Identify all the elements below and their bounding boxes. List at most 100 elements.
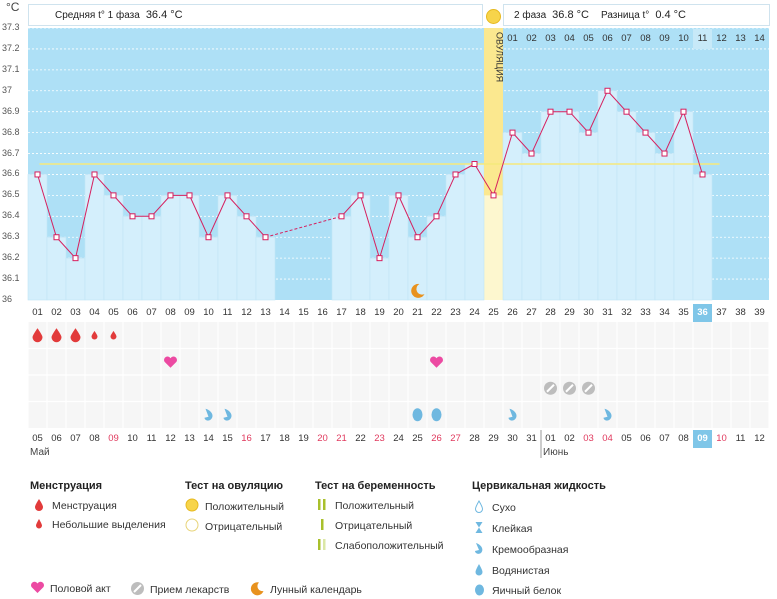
- y-tick-label: 36.7: [2, 147, 20, 158]
- cycle-day-label[interactable]: 19: [374, 307, 385, 318]
- legend-ovulation-positive: Положительный: [183, 498, 284, 515]
- y-axis-unit: °C: [6, 0, 20, 14]
- cycle-day-label[interactable]: 25: [488, 307, 499, 318]
- cycle-day-label[interactable]: 34: [659, 307, 670, 318]
- temperature-bar: [65, 257, 86, 301]
- cycle-day-label[interactable]: 23: [450, 307, 461, 318]
- phase2-day-label: 08: [640, 33, 651, 44]
- temperature-bar: [616, 111, 637, 301]
- temperature-line-segment: [417, 215, 437, 238]
- temperature-bar: [407, 236, 428, 301]
- temperature-point: [642, 129, 649, 136]
- cycle-day-label[interactable]: 12: [241, 307, 252, 318]
- temperature-line-segment: [626, 111, 646, 133]
- calendar-date-label: 09: [693, 430, 712, 448]
- cycle-day-label[interactable]: 16: [317, 307, 328, 318]
- temperature-line-segment: [208, 195, 228, 238]
- temperature-point: [205, 234, 212, 241]
- temperature-line-segment: [341, 195, 361, 217]
- temperature-bar: [369, 257, 390, 301]
- legend-menstruation-title: Менструация: [30, 480, 103, 492]
- cycle-day-label[interactable]: 27: [526, 307, 537, 318]
- temperature-line-segment: [455, 163, 475, 175]
- cycle-day-label[interactable]: 30: [583, 307, 594, 318]
- temperature-line-segment: [246, 215, 266, 238]
- sun-icon: [183, 498, 201, 515]
- cycle-day-label[interactable]: 39: [754, 307, 765, 318]
- temperature-line-segment: [37, 174, 57, 238]
- calendar-date-label: 11: [146, 433, 157, 444]
- cycle-day-label[interactable]: 36: [693, 304, 712, 322]
- temperature-bar: [559, 111, 580, 301]
- phase1-summary: Средняя t° 1 фаза 36.4 °C: [28, 4, 483, 26]
- y-tick-label: 37: [2, 84, 13, 95]
- cycle-day-label[interactable]: 06: [127, 307, 138, 318]
- calendar-date-label: 16: [241, 433, 252, 444]
- temperature-line-segment: [94, 174, 114, 196]
- calendar-date-label: 18: [279, 433, 290, 444]
- legend-text: Положительный: [335, 500, 415, 512]
- cycle-day-label[interactable]: 15: [298, 307, 309, 318]
- phase2-day-label: 04: [564, 33, 575, 44]
- temperature-point: [129, 213, 136, 220]
- temperature-line-segment: [645, 132, 665, 154]
- cycle-day-label[interactable]: 37: [716, 307, 727, 318]
- cycle-day-label[interactable]: 09: [184, 307, 195, 318]
- cycle-day-label[interactable]: 33: [640, 307, 651, 318]
- y-tick-label: 36.5: [2, 189, 20, 200]
- calendar-date-label: 05: [621, 433, 632, 444]
- legend-text: Кремообразная: [492, 544, 569, 556]
- temperature-bar: [521, 153, 542, 301]
- cycle-day-label[interactable]: 31: [602, 307, 613, 318]
- cycle-day-label[interactable]: 14: [279, 307, 290, 318]
- cycle-day-label[interactable]: 24: [469, 307, 480, 318]
- temperature-point: [110, 192, 117, 199]
- y-tick-label: 37.1: [2, 63, 20, 74]
- legend-text: Клейкая: [492, 523, 533, 535]
- phase2-day-label: 05: [583, 33, 594, 44]
- cycle-day-label[interactable]: 17: [336, 307, 347, 318]
- calendar-date-label: 04: [602, 433, 613, 444]
- cycle-day-label[interactable]: 10: [203, 307, 214, 318]
- egg-white-icon: [431, 408, 442, 422]
- cycle-day-label[interactable]: 28: [545, 307, 556, 318]
- calendar-date-label: 06: [640, 433, 651, 444]
- temperature-point: [167, 192, 174, 199]
- phase-diff-value: 0.4 °C: [655, 9, 687, 21]
- cycle-day-label[interactable]: 21: [412, 307, 423, 318]
- temperature-line-segment: [398, 195, 418, 238]
- drop-big-icon: [51, 328, 62, 343]
- temperature-point: [72, 255, 79, 262]
- cycle-day-label[interactable]: 07: [146, 307, 157, 318]
- cycle-day-label[interactable]: 38: [735, 307, 746, 318]
- phase-diff-label: Разница t°: [600, 9, 650, 21]
- temperature-point: [699, 171, 706, 178]
- cycle-day-label[interactable]: 05: [108, 307, 119, 318]
- temperature-bar: [198, 236, 219, 301]
- weak-line-icon: [313, 538, 331, 554]
- cycle-day-label[interactable]: 04: [89, 307, 100, 318]
- temperature-line-segment: [189, 195, 209, 238]
- cycle-day-label[interactable]: 29: [564, 307, 575, 318]
- pill-icon: [128, 581, 146, 599]
- cycle-day-label[interactable]: 03: [70, 307, 81, 318]
- cycle-day-label[interactable]: 35: [678, 307, 689, 318]
- cycle-day-label[interactable]: 08: [165, 307, 176, 318]
- cycle-day-label[interactable]: 01: [32, 307, 43, 318]
- pill-icon-stroke: [546, 384, 555, 393]
- y-tick-label: 36.8: [2, 126, 20, 137]
- temperature-bar: [141, 216, 162, 301]
- y-tick-label: 36.6: [2, 168, 20, 179]
- cycle-day-label[interactable]: 32: [621, 307, 632, 318]
- cycle-day-label[interactable]: 18: [355, 307, 366, 318]
- cycle-day-label[interactable]: 22: [431, 307, 442, 318]
- calendar-date-label: 12: [754, 433, 765, 444]
- temperature-point: [224, 192, 231, 199]
- phase2-value: 36.8 °C: [552, 9, 589, 21]
- cycle-day-label[interactable]: 26: [507, 307, 518, 318]
- drop-big-icon: [30, 498, 48, 514]
- cycle-day-label[interactable]: 02: [51, 307, 62, 318]
- cycle-day-label[interactable]: 13: [260, 307, 271, 318]
- cycle-day-label[interactable]: 11: [222, 307, 233, 318]
- cycle-day-label[interactable]: 20: [393, 307, 404, 318]
